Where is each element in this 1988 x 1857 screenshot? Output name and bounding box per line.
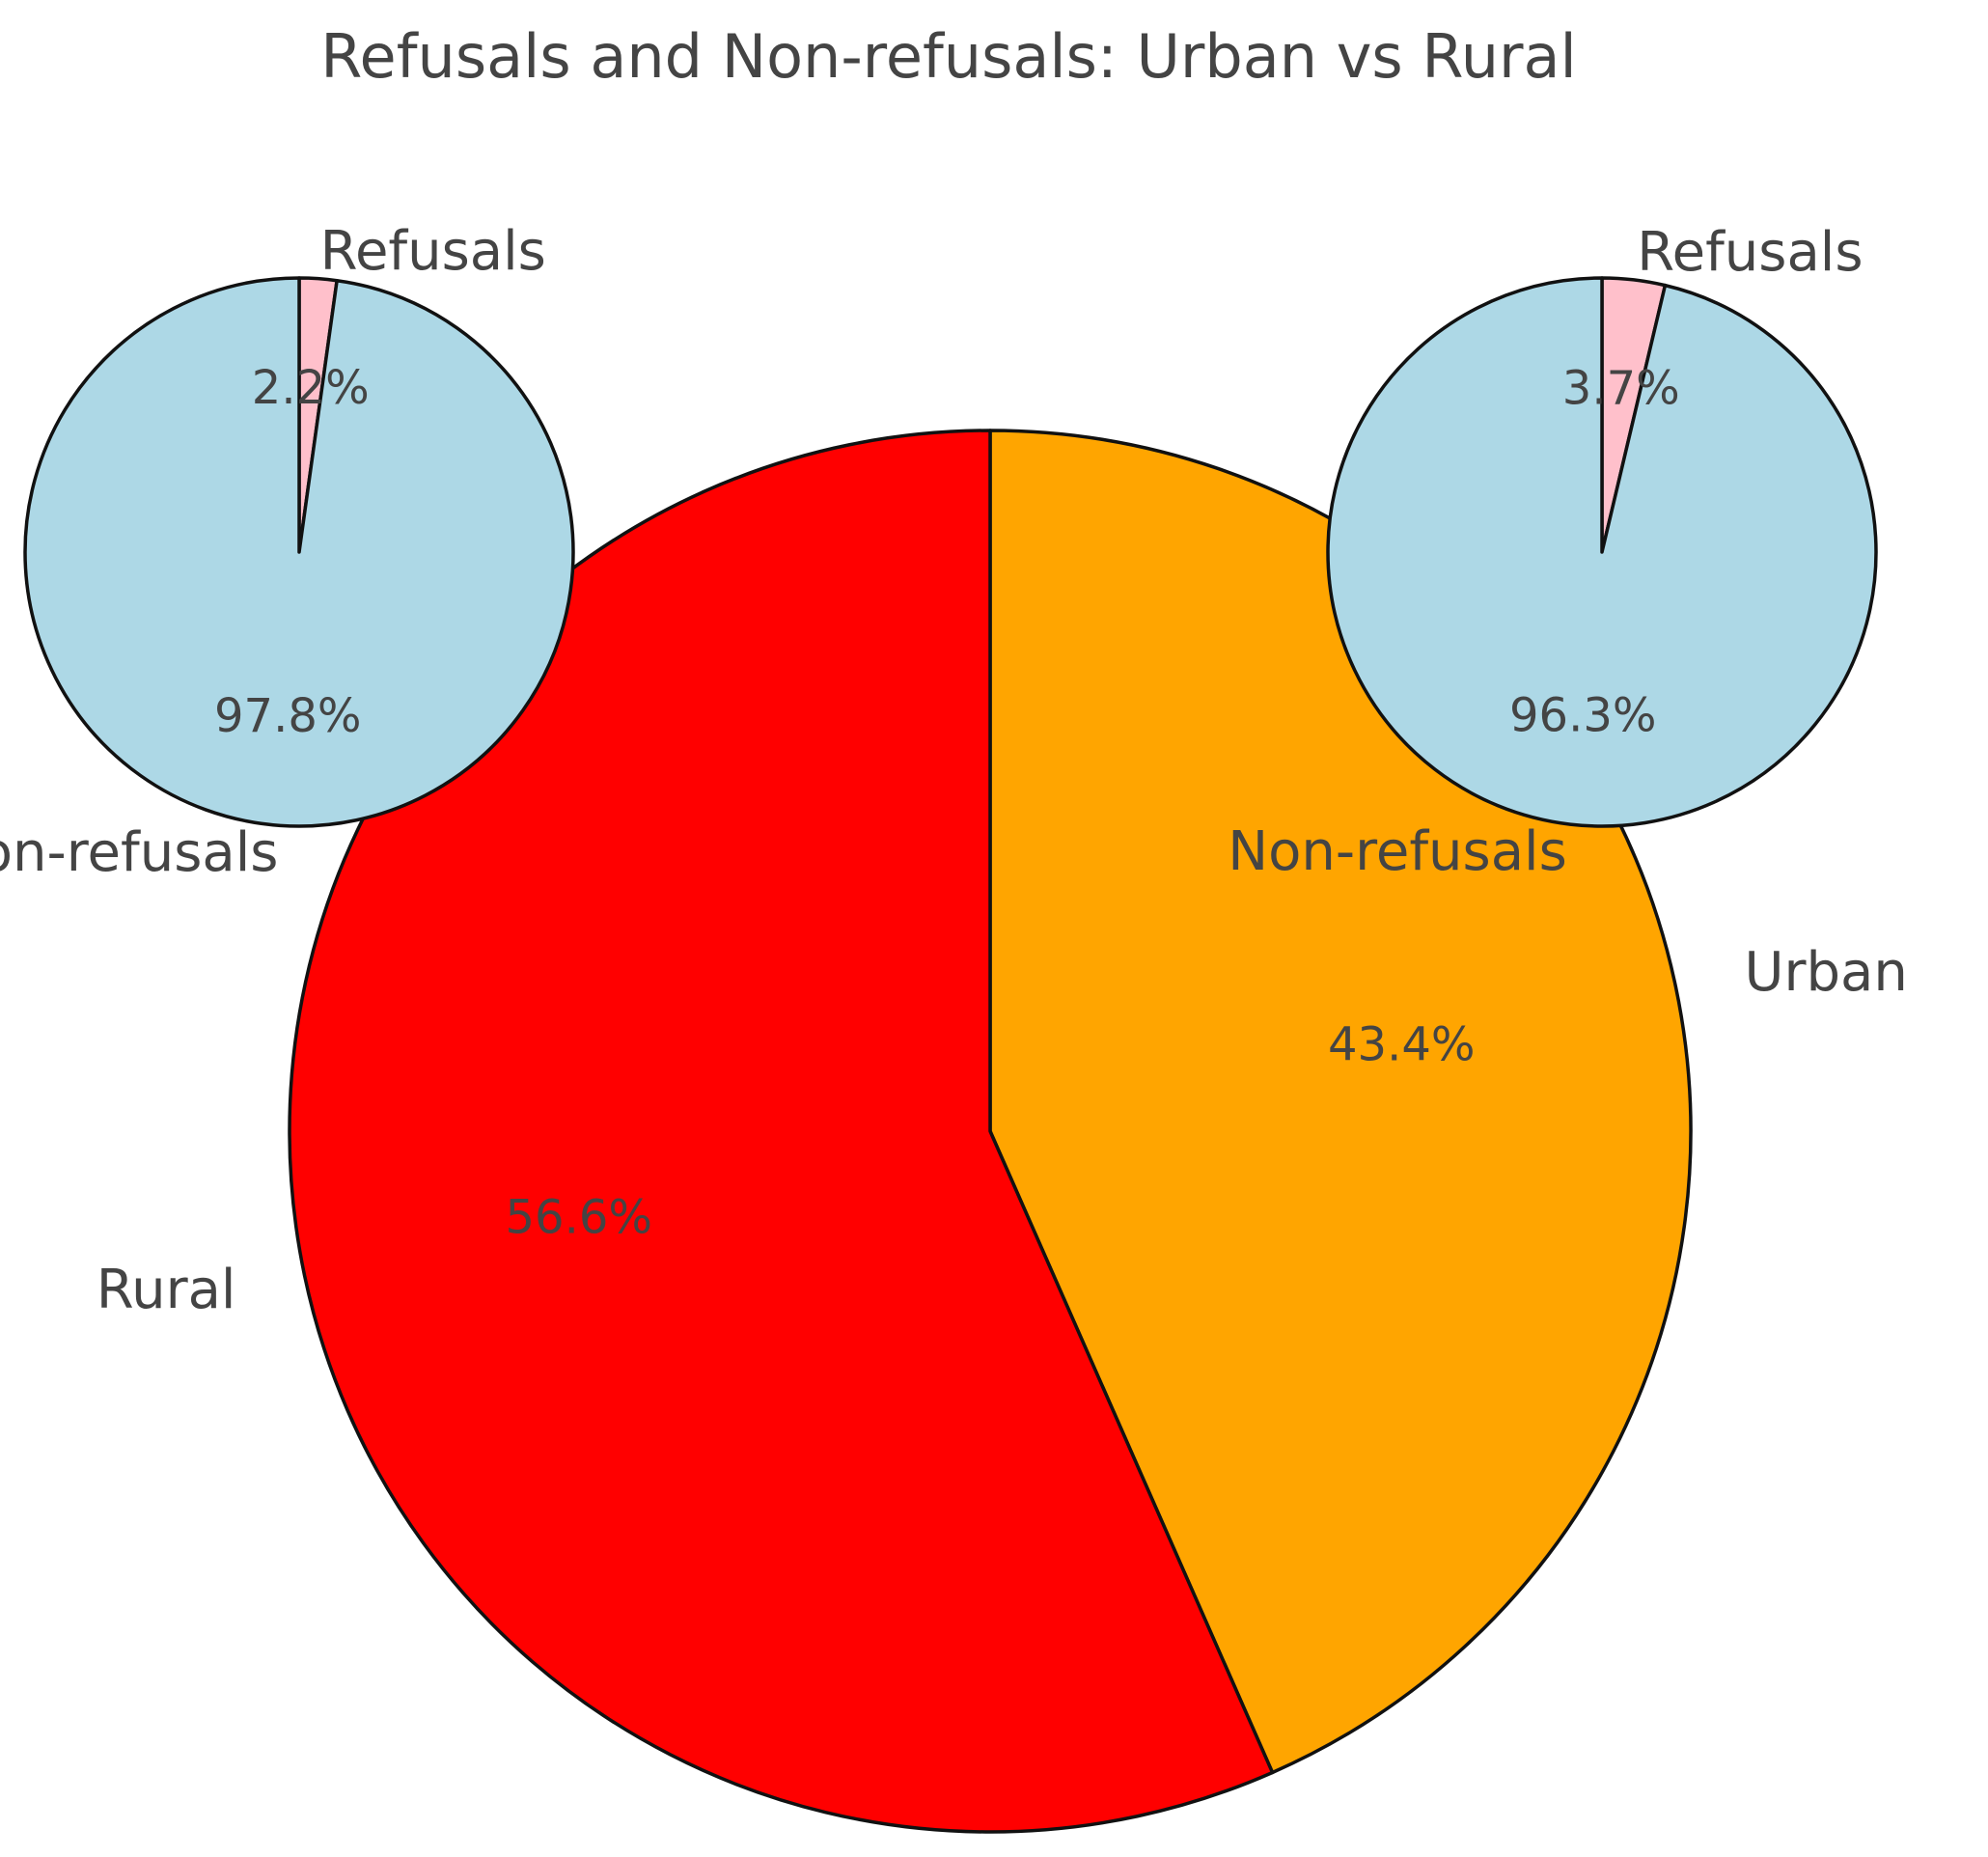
pie-slice-rural (288, 429, 1275, 1834)
slice-label-non-refusals: Non-refusals (1228, 820, 1567, 883)
slice-label-rural: Rural (97, 1259, 236, 1321)
slice-percent-non-refusals: 96.3% (1509, 688, 1656, 742)
chart-title: Refusals and Non-refusals: Urban vs Rura… (320, 21, 1576, 92)
slice-percent-refusals: 3.7% (1562, 362, 1680, 416)
slice-percent-refusals: 2.2% (252, 361, 370, 415)
slice-percent-rural: 56.6% (505, 1191, 651, 1245)
pie-slice-non-refusals (23, 276, 575, 828)
rural-breakdown-pie: Refusals 3.7% Non-refusals 96.3% (1228, 221, 1878, 883)
pie-slice-non-refusals (1326, 276, 1878, 828)
slice-label-non-refusals: Non-refusals (0, 821, 278, 884)
slice-label-refusals: Refusals (1637, 221, 1863, 284)
slice-percent-urban: 43.4% (1328, 1017, 1475, 1071)
slice-label-urban: Urban (1744, 941, 1907, 1004)
slice-percent-non-refusals: 97.8% (214, 689, 361, 743)
urban-breakdown-pie: Refusals 2.2% Non-refusals 97.8% (0, 220, 575, 884)
slice-label-refusals: Refusals (320, 220, 546, 283)
pies-group: Urban 43.4% Rural 56.6% Refusals 2.2% Non-refu… (0, 220, 1908, 1834)
